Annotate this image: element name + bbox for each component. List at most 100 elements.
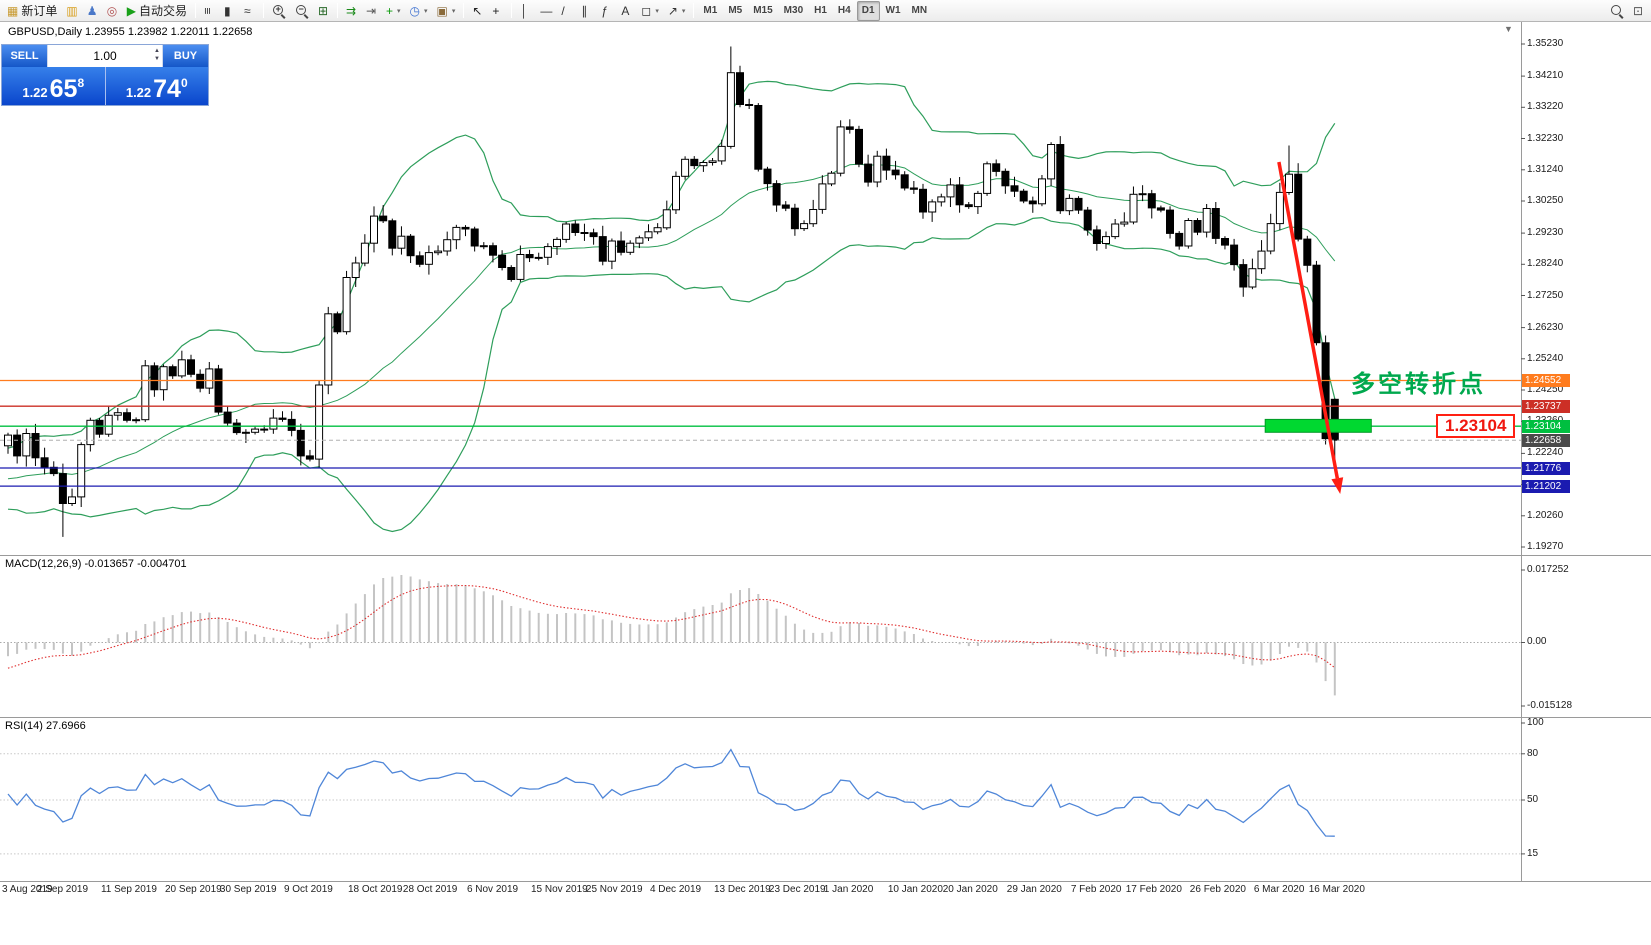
bollinger-lower-band <box>7 216 1336 533</box>
shapes-button[interactable]: ◻ ▾ <box>637 1 662 21</box>
axis-ticks <box>1521 43 1525 855</box>
vertical-line-icon: │ <box>520 3 528 18</box>
signals-button[interactable]: ◎ <box>103 1 122 21</box>
timeframe-m15[interactable]: M15 <box>753 5 773 16</box>
new-order-button-label: 新订单 <box>21 4 58 18</box>
cursor-button[interactable]: ↖ <box>468 1 487 21</box>
tile-windows-icon: ⊞ <box>317 3 329 18</box>
chevron-down-icon: ▾ <box>451 7 456 15</box>
toolbar-separator <box>693 3 695 18</box>
periods-button[interactable]: ◷ ▾ <box>405 1 431 21</box>
signal-icon: ◎ <box>106 3 118 18</box>
autotrading-button[interactable]: ▶ 自动交易 <box>123 1 191 21</box>
profile-icon: ♟ <box>86 3 98 18</box>
templates-button[interactable]: ▣ ▾ <box>432 1 459 21</box>
zoom-in-button[interactable]: + <box>268 1 290 21</box>
autotrading-button-label: 自动交易 <box>138 4 187 18</box>
timeframe-mn[interactable]: MN <box>911 5 928 16</box>
chevron-down-icon[interactable]: ▼ <box>1504 24 1513 34</box>
fibonacci-button[interactable]: ƒ <box>597 1 616 21</box>
price-callout-label[interactable]: 1.23104 <box>1436 414 1516 438</box>
trendline-button[interactable]: / <box>557 1 576 21</box>
rsi-label: RSI(14) 27.6966 <box>5 720 86 732</box>
macd-label: MACD(12,26,9) -0.013657 -0.004701 <box>5 558 187 570</box>
bollinger-upper-band <box>7 80 1336 449</box>
timeframe-h4[interactable]: H4 <box>837 5 851 16</box>
macd-signal-line <box>7 584 1336 669</box>
chart-annotation-text[interactable]: 多空转折点 <box>1351 371 1486 398</box>
auto-scroll-button[interactable]: ⇉ <box>342 1 361 21</box>
main-chart-panel[interactable] <box>0 46 1521 537</box>
sell-price-point: 8 <box>77 76 85 90</box>
trendline-icon: / <box>561 3 565 18</box>
bar-chart-button[interactable]: ≡ <box>200 1 219 21</box>
window-list-button[interactable]: ⊡ <box>1629 1 1648 21</box>
timeframe-m30[interactable]: M30 <box>783 5 804 16</box>
timeframe-w1[interactable]: W1 <box>885 5 901 16</box>
tile-windows-button[interactable]: ⊞ <box>314 1 333 21</box>
auto-scroll-icon: ⇉ <box>345 3 357 18</box>
horizontal-line-button[interactable]: — <box>536 1 556 21</box>
candlestick-icon: ▮ <box>223 3 231 18</box>
cursor-icon: ↖ <box>472 3 483 18</box>
shapes-icon: ◻ <box>641 3 652 18</box>
new-order-button[interactable]: ▦ 新订单 <box>3 1 61 21</box>
sell-button[interactable]: SELL <box>2 45 47 67</box>
search-button[interactable] <box>1606 1 1628 21</box>
window-list-icon: ⊡ <box>1633 3 1644 18</box>
crosshair-button[interactable]: + <box>488 1 507 21</box>
timeframe-h1[interactable]: H1 <box>814 5 827 16</box>
volume-spinner[interactable]: ▲ ▼ <box>154 47 160 63</box>
support-zone-rectangle[interactable] <box>1264 418 1372 433</box>
volume-input[interactable]: 1.00 ▲ ▼ <box>48 45 162 67</box>
candlestick-chart-button[interactable]: ▮ <box>220 1 239 21</box>
zoom-in-icon: + <box>272 4 286 18</box>
rsi-line <box>7 748 1335 837</box>
macd-histogram <box>7 575 1336 696</box>
arrow-object-icon: ↗ <box>667 3 678 18</box>
crosshair-icon: + <box>492 3 500 18</box>
profile-button[interactable]: ♟ <box>83 1 102 21</box>
channel-button[interactable]: ∥ <box>577 1 596 21</box>
add-indicator-icon: + <box>385 3 393 18</box>
chevron-down-icon: ▾ <box>655 7 659 15</box>
buy-price[interactable]: 1.22 74 0 <box>104 67 208 105</box>
spinner-up-icon[interactable]: ▲ <box>154 48 160 54</box>
line-chart-icon: ≈ <box>243 3 251 18</box>
chart-windows-button[interactable]: ▥ <box>62 1 81 21</box>
toolbar-separator <box>262 3 264 18</box>
chevron-down-icon: ▾ <box>423 7 428 15</box>
toolbar-separator <box>194 3 196 18</box>
template-icon: ▣ <box>436 3 448 18</box>
chart-grid-icon: ▥ <box>66 3 78 18</box>
timeframe-d1[interactable]: D1 <box>856 0 880 21</box>
trend-arrow-object[interactable] <box>1277 161 1344 494</box>
spinner-down-icon[interactable]: ▼ <box>154 56 160 63</box>
toolbar-separator <box>463 3 465 18</box>
text-tool-button[interactable]: A <box>617 1 636 21</box>
vertical-line-button[interactable]: │ <box>516 1 535 21</box>
main-toolbar: ▦ 新订单 ▥ ♟ ◎ ▶ 自动交易 ≡ ▮ ≈ + − ⊞ ⇉ ⇥ + ▾ ◷ ▾ ▣ ▾ ↖ + │ — / ∥ ƒ A ◻ ▾ ↗ ▾ M1… <box>0 0 1651 22</box>
candlestick-series <box>4 46 1339 537</box>
arrows-button[interactable]: ↗ ▾ <box>664 1 690 21</box>
sell-price-base: 1.22 <box>22 85 48 100</box>
line-chart-button[interactable]: ≈ <box>240 1 259 21</box>
chevron-down-icon: ▾ <box>681 7 686 15</box>
autotrade-play-icon: ▶ <box>126 3 136 18</box>
zoom-out-button[interactable]: − <box>291 1 313 21</box>
fibonacci-icon: ƒ <box>601 3 609 18</box>
buy-price-base: 1.22 <box>125 85 152 100</box>
timeframe-m1[interactable]: M1 <box>703 5 718 16</box>
buy-button[interactable]: BUY <box>163 45 208 67</box>
indicators-button[interactable]: + ▾ <box>382 1 405 21</box>
zoom-out-icon: − <box>295 4 309 18</box>
timeframe-m5[interactable]: M5 <box>728 5 743 16</box>
toolbar-separator <box>511 3 513 18</box>
toolbar-separator <box>336 3 338 18</box>
rsi-panel[interactable] <box>0 748 1521 855</box>
sell-price[interactable]: 1.22 65 8 <box>2 67 105 105</box>
macd-panel[interactable] <box>0 575 1521 696</box>
chart-shift-button[interactable]: ⇥ <box>362 1 381 21</box>
